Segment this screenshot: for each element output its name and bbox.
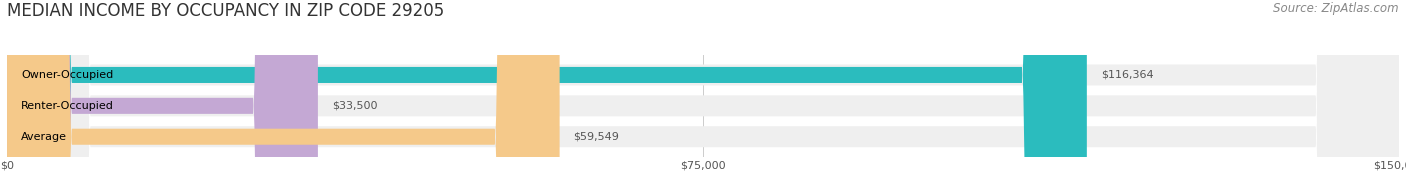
- Text: Source: ZipAtlas.com: Source: ZipAtlas.com: [1274, 2, 1399, 15]
- Text: Average: Average: [21, 132, 67, 142]
- Text: $59,549: $59,549: [574, 132, 620, 142]
- FancyBboxPatch shape: [7, 0, 1399, 196]
- FancyBboxPatch shape: [7, 0, 1399, 196]
- FancyBboxPatch shape: [7, 0, 560, 196]
- FancyBboxPatch shape: [7, 0, 318, 196]
- Text: MEDIAN INCOME BY OCCUPANCY IN ZIP CODE 29205: MEDIAN INCOME BY OCCUPANCY IN ZIP CODE 2…: [7, 2, 444, 20]
- FancyBboxPatch shape: [7, 0, 1087, 196]
- FancyBboxPatch shape: [7, 0, 1399, 196]
- Text: Renter-Occupied: Renter-Occupied: [21, 101, 114, 111]
- Text: $33,500: $33,500: [332, 101, 377, 111]
- Text: $116,364: $116,364: [1101, 70, 1153, 80]
- Text: Owner-Occupied: Owner-Occupied: [21, 70, 114, 80]
